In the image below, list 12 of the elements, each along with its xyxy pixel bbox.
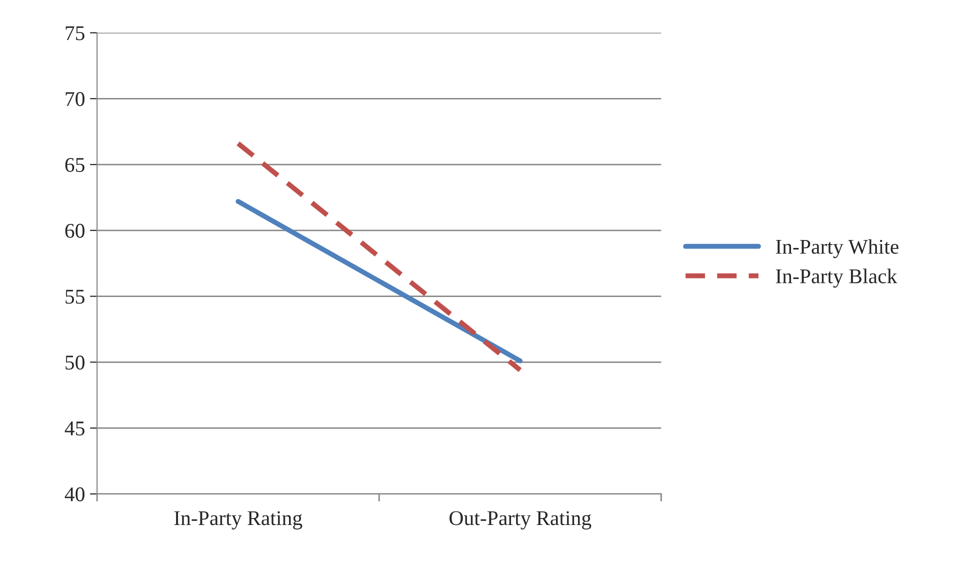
y-tick-label: 45 xyxy=(64,422,84,436)
y-tick-label: 50 xyxy=(66,356,84,370)
y-tick-label: 40 xyxy=(64,487,84,502)
x-tick-label: Out-Party Rating xyxy=(450,511,592,530)
legend-label: In-Party Black xyxy=(776,268,898,288)
y-tick-label: 65 xyxy=(65,158,84,172)
y-tick-label: 55 xyxy=(66,290,84,304)
y-tick-label: 75 xyxy=(66,26,84,40)
legend-label: In-Party White xyxy=(776,239,898,258)
x-tick-label: In-Party Rating xyxy=(174,511,302,530)
y-tick-label: 70 xyxy=(66,92,84,106)
y-tick-label: 60 xyxy=(65,224,84,238)
